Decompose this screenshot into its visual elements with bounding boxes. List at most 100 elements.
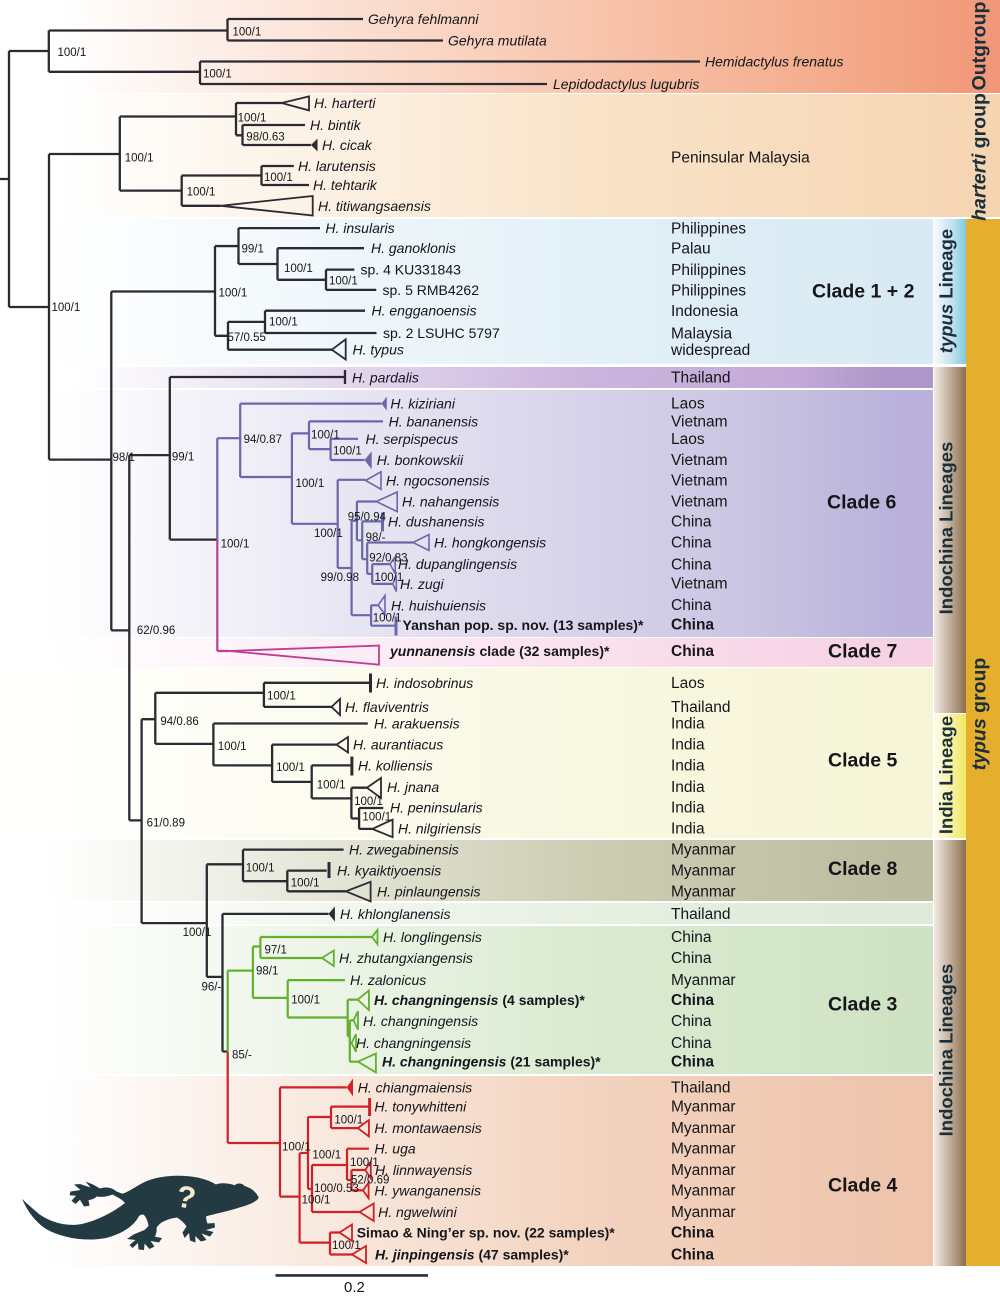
svg-text:Vietnam: Vietnam: [671, 494, 728, 511]
svg-text:H. longlingensis: H. longlingensis: [383, 929, 482, 945]
svg-text:97/1: 97/1: [265, 945, 287, 957]
svg-text:100/1: 100/1: [314, 528, 343, 540]
svg-text:China: China: [671, 1247, 714, 1264]
svg-text:100/1: 100/1: [276, 762, 305, 774]
svg-text:Simao & Ning’er sp. nov. (22 s: Simao & Ning’er sp. nov. (22 samples)*: [357, 1225, 616, 1241]
svg-text:H. typus: H. typus: [353, 342, 404, 358]
svg-text:H. zwegabinensis: H. zwegabinensis: [349, 842, 459, 858]
svg-text:Malaysia: Malaysia: [671, 326, 733, 343]
svg-text:Myanmar: Myanmar: [671, 1120, 736, 1137]
svg-text:Lepidodactylus lugubris: Lepidodactylus lugubris: [553, 76, 699, 92]
svg-text:harterti group: harterti group: [969, 93, 991, 221]
svg-text:India: India: [671, 757, 705, 774]
svg-text:H. ganoklonis: H. ganoklonis: [371, 240, 456, 256]
svg-text:H. nahangensis: H. nahangensis: [402, 494, 499, 510]
svg-text:100/1: 100/1: [312, 1150, 341, 1162]
svg-text:Philippines: Philippines: [671, 282, 746, 299]
svg-text:Vietnam: Vietnam: [671, 576, 728, 593]
svg-text:61/0.89: 61/0.89: [147, 818, 185, 830]
svg-text:100/1: 100/1: [334, 1115, 363, 1127]
svg-text:100/1: 100/1: [52, 302, 81, 314]
svg-text:India: India: [671, 820, 705, 837]
svg-text:H. bintik: H. bintik: [310, 117, 362, 133]
svg-text:100/1: 100/1: [302, 1195, 331, 1207]
svg-text:sp. 5 RMB4262: sp. 5 RMB4262: [383, 282, 480, 298]
svg-text:H. zhutangxiangensis: H. zhutangxiangensis: [339, 950, 473, 966]
svg-text:China: China: [671, 597, 712, 614]
svg-text:Clade 7: Clade 7: [828, 641, 897, 663]
svg-text:China: China: [671, 1013, 712, 1030]
svg-text:Indonesia: Indonesia: [671, 303, 739, 320]
svg-text:sp. 4 KU331843: sp. 4 KU331843: [361, 262, 462, 278]
svg-text:Clade 8: Clade 8: [828, 858, 898, 880]
svg-text:China: China: [671, 643, 714, 660]
svg-text:Indochina Lineages: Indochina Lineages: [936, 964, 957, 1137]
svg-text:Peninsular Malaysia: Peninsular Malaysia: [671, 150, 810, 167]
svg-text:Thailand: Thailand: [671, 906, 730, 923]
svg-text:China: China: [671, 950, 712, 967]
svg-text:Clade 6: Clade 6: [827, 492, 897, 514]
svg-text:85/-: 85/-: [232, 1050, 252, 1062]
svg-text:H. insularis: H. insularis: [325, 220, 394, 236]
svg-text:Myanmar: Myanmar: [671, 1182, 736, 1199]
svg-text:Clade 5: Clade 5: [828, 750, 898, 772]
svg-text:100/1: 100/1: [291, 878, 320, 890]
svg-text:H. hongkongensis: H. hongkongensis: [434, 535, 546, 551]
svg-text:96/-: 96/-: [202, 982, 222, 994]
svg-text:100/1: 100/1: [373, 613, 402, 625]
svg-text:94/0.86: 94/0.86: [160, 716, 198, 728]
svg-text:100/1: 100/1: [125, 153, 154, 165]
svg-text:100/1: 100/1: [333, 446, 362, 458]
svg-text:H. bananensis: H. bananensis: [389, 413, 479, 429]
svg-text:H. changningensis: H. changningensis: [356, 1035, 471, 1051]
svg-text:100/1: 100/1: [350, 1157, 379, 1169]
svg-text:Laos: Laos: [671, 396, 705, 413]
svg-text:H. zalonicus: H. zalonicus: [350, 972, 426, 988]
svg-text:H. aurantiacus: H. aurantiacus: [353, 737, 443, 753]
svg-text:Myanmar: Myanmar: [671, 1162, 736, 1179]
svg-text:Thailand: Thailand: [671, 370, 730, 387]
svg-text:Philippines: Philippines: [671, 262, 746, 279]
svg-text:98/-: 98/-: [366, 532, 386, 544]
svg-text:H. indosobrinus: H. indosobrinus: [376, 675, 473, 691]
svg-text:sp. 2 LSUHC 5797: sp. 2 LSUHC 5797: [383, 325, 500, 341]
svg-text:Clade 4: Clade 4: [828, 1175, 898, 1197]
svg-text:57/0.55: 57/0.55: [228, 332, 266, 344]
svg-text:100/1: 100/1: [267, 691, 296, 703]
svg-text:H. chiangmaiensis: H. chiangmaiensis: [358, 1079, 472, 1095]
svg-text:H. dupanglingensis: H. dupanglingensis: [398, 556, 517, 572]
svg-text:China: China: [671, 616, 714, 633]
svg-text:100/1: 100/1: [264, 172, 293, 184]
svg-text:62/0.96: 62/0.96: [137, 625, 175, 637]
svg-text:H. jinpingensis (47 samples)*: H. jinpingensis (47 samples)*: [375, 1247, 569, 1263]
svg-text:H. changningensis: H. changningensis: [363, 1013, 478, 1029]
svg-text:100/1: 100/1: [296, 478, 325, 490]
svg-text:100/1: 100/1: [58, 47, 87, 59]
svg-text:H. changningensis (21 samples): H. changningensis (21 samples)*: [382, 1054, 601, 1070]
svg-text:Myanmar: Myanmar: [671, 883, 736, 900]
svg-text:H. dushanensis: H. dushanensis: [388, 513, 485, 529]
svg-text:Myanmar: Myanmar: [671, 972, 736, 989]
svg-text:H. khlonglanensis: H. khlonglanensis: [340, 906, 451, 922]
svg-text:100/1: 100/1: [354, 796, 383, 808]
svg-text:100/1: 100/1: [282, 1142, 311, 1154]
svg-text:100/1: 100/1: [233, 27, 262, 39]
svg-text:100/1: 100/1: [183, 927, 212, 939]
svg-text:Myanmar: Myanmar: [671, 1141, 736, 1158]
svg-text:H. linnwayensis: H. linnwayensis: [375, 1162, 472, 1178]
svg-text:98/1: 98/1: [256, 966, 278, 978]
svg-text:H. ngocsonensis: H. ngocsonensis: [386, 473, 490, 489]
svg-text:H. engganoensis: H. engganoensis: [372, 303, 477, 319]
svg-text:H. pinlaungensis: H. pinlaungensis: [377, 883, 481, 899]
svg-text:China: China: [671, 513, 712, 530]
svg-text:H. pardalis: H. pardalis: [352, 370, 419, 386]
svg-text:H. cicak: H. cicak: [322, 137, 373, 153]
svg-text:100/1: 100/1: [218, 741, 247, 753]
svg-text:Thailand: Thailand: [671, 699, 730, 716]
svg-text:H. zugi: H. zugi: [400, 576, 444, 592]
svg-text:100/1: 100/1: [332, 1240, 361, 1252]
svg-text:H. kolliensis: H. kolliensis: [358, 757, 433, 773]
svg-text:H. peninsularis: H. peninsularis: [390, 800, 483, 816]
svg-text:H. changningensis (4 samples)*: H. changningensis (4 samples)*: [374, 992, 585, 1008]
svg-text:Yanshan pop. sp. nov. (13 samp: Yanshan pop. sp. nov. (13 samples)*: [403, 617, 644, 633]
